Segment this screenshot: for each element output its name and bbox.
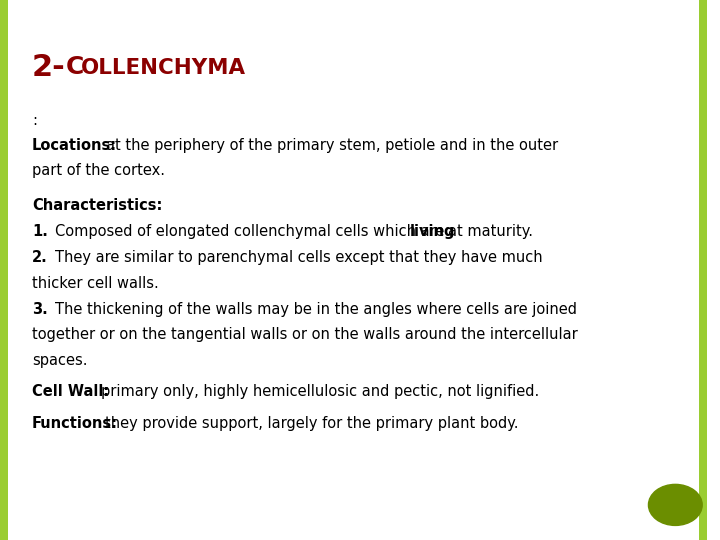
Text: Functions:: Functions: xyxy=(32,415,118,430)
Text: living: living xyxy=(410,225,456,239)
Text: 2.: 2. xyxy=(32,250,48,265)
FancyBboxPatch shape xyxy=(0,0,9,540)
Text: Composed of elongated collenchymal cells which are: Composed of elongated collenchymal cells… xyxy=(55,225,449,239)
Text: 3.: 3. xyxy=(32,301,48,316)
Text: part of the cortex.: part of the cortex. xyxy=(32,164,165,178)
Text: Characteristics:: Characteristics: xyxy=(32,198,162,213)
Text: :: : xyxy=(32,113,37,129)
Text: primary only, highly hemicellulosic and pectic, not lignified.: primary only, highly hemicellulosic and … xyxy=(101,384,539,399)
Text: Locations:: Locations: xyxy=(32,138,117,153)
Text: The thickening of the walls may be in the angles where cells are joined: The thickening of the walls may be in th… xyxy=(55,301,577,316)
Circle shape xyxy=(649,484,702,525)
Text: 2-: 2- xyxy=(32,53,66,82)
Text: spaces.: spaces. xyxy=(32,353,87,368)
Text: at the periphery of the primary stem, petiole and in the outer: at the periphery of the primary stem, pe… xyxy=(106,138,558,153)
FancyBboxPatch shape xyxy=(698,0,707,540)
Text: They are similar to parenchymal cells except that they have much: They are similar to parenchymal cells ex… xyxy=(55,250,543,265)
Text: thicker cell walls.: thicker cell walls. xyxy=(32,276,158,291)
Text: Cell Wall:: Cell Wall: xyxy=(32,384,109,399)
Text: together or on the tangential walls or on the walls around the intercellular: together or on the tangential walls or o… xyxy=(32,327,577,342)
Text: 1.: 1. xyxy=(32,225,48,239)
Text: OLLENCHYMA: OLLENCHYMA xyxy=(81,57,246,78)
Text: they provide support, largely for the primary plant body.: they provide support, largely for the pr… xyxy=(104,415,518,430)
Text: C: C xyxy=(66,56,84,79)
Text: at maturity.: at maturity. xyxy=(448,225,533,239)
